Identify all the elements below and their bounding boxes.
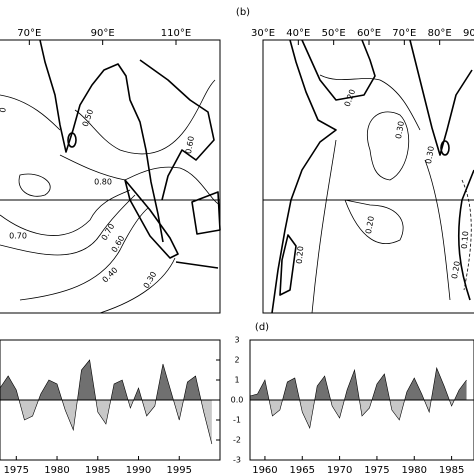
y-tick-label: 3	[234, 336, 239, 345]
contour	[319, 74, 421, 131]
series-line	[249, 366, 467, 429]
coastline	[301, 39, 376, 101]
contour	[18, 173, 51, 197]
contour-label: 0	[0, 107, 8, 114]
x-tick-label: 1975	[364, 465, 389, 474]
y-tick-label: -1	[233, 416, 241, 425]
contour-label: 0.60	[110, 234, 127, 254]
contour-label: 0.70	[100, 222, 117, 242]
contour-label: 0.70	[9, 232, 27, 241]
map-b-layout	[262, 39, 474, 314]
contour-label: 0.30	[142, 270, 159, 290]
contour	[74, 79, 216, 155]
x-tick-label: 1980	[402, 465, 427, 474]
contour	[0, 94, 61, 131]
x-tick-label: 110°E	[161, 28, 191, 39]
x-tick-label: 1970	[327, 465, 352, 474]
x-tick-label: 1965	[290, 465, 315, 474]
contour	[59, 154, 221, 206]
contour-label: 0.80	[94, 178, 112, 187]
y-tick-label: 2	[234, 356, 239, 365]
x-tick-label: 60°E	[357, 28, 381, 39]
island	[191, 191, 221, 235]
contour-label: 0.10	[460, 231, 471, 250]
contour	[424, 159, 451, 301]
contour	[99, 257, 176, 314]
contour	[367, 111, 410, 181]
positive-fill	[0, 360, 212, 400]
x-tick-label: 90°E	[463, 28, 474, 39]
series-line	[0, 359, 213, 445]
contour	[0, 194, 136, 256]
x-tick-label: 90°E	[91, 28, 115, 39]
positive-fill	[250, 368, 467, 400]
panel-label: (b)	[236, 7, 250, 18]
panel-frame	[249, 339, 474, 461]
x-tick-label: 1975	[4, 465, 29, 474]
negative-fill	[250, 400, 467, 428]
island	[67, 132, 77, 148]
island	[440, 140, 450, 156]
panel-label: (d)	[255, 322, 269, 333]
contour	[0, 189, 131, 236]
y-tick-label: -3	[233, 456, 241, 465]
contour	[311, 139, 337, 314]
negative-fill	[0, 400, 212, 444]
x-tick-label: 1995	[167, 465, 192, 474]
map-a-layout	[0, 39, 221, 314]
x-tick-label: 40°E	[286, 28, 310, 39]
x-tick-label: 80°E	[428, 28, 452, 39]
island	[175, 261, 219, 269]
coastline	[271, 39, 337, 314]
contour-label: 0.30	[394, 120, 406, 139]
thick-contour	[457, 169, 474, 301]
contour-label: 0.60	[184, 135, 196, 154]
contour	[19, 207, 149, 301]
y-tick-label: -2	[233, 436, 241, 445]
map-frame	[262, 39, 474, 314]
x-tick-label: 1960	[252, 465, 277, 474]
contour-label: 0.20	[450, 260, 462, 279]
map-frame	[0, 39, 221, 314]
coastline	[409, 39, 473, 156]
contour-label: 0.50	[81, 108, 96, 128]
x-tick-label: 1985	[85, 465, 110, 474]
contour-label: 0.20	[343, 88, 358, 108]
contour	[344, 199, 404, 244]
island	[279, 234, 297, 296]
x-tick-label: 1980	[44, 465, 69, 474]
island	[124, 179, 179, 259]
x-tick-label: 30°E	[251, 28, 275, 39]
x-tick-label: 70°E	[17, 28, 41, 39]
contour-label: 0.20	[295, 246, 306, 265]
x-tick-label: 70°E	[392, 28, 416, 39]
contour-label: 0.30	[424, 145, 436, 164]
x-tick-label: 1985	[439, 465, 464, 474]
y-tick-label: 0.0	[231, 396, 244, 405]
x-tick-label: 1990	[126, 465, 151, 474]
contour-label: 0.40	[101, 266, 120, 285]
coastline	[39, 39, 164, 243]
y-tick-label: 1	[234, 376, 239, 385]
x-tick-label: 50°E	[322, 28, 346, 39]
contour-label: 0.20	[364, 215, 376, 234]
